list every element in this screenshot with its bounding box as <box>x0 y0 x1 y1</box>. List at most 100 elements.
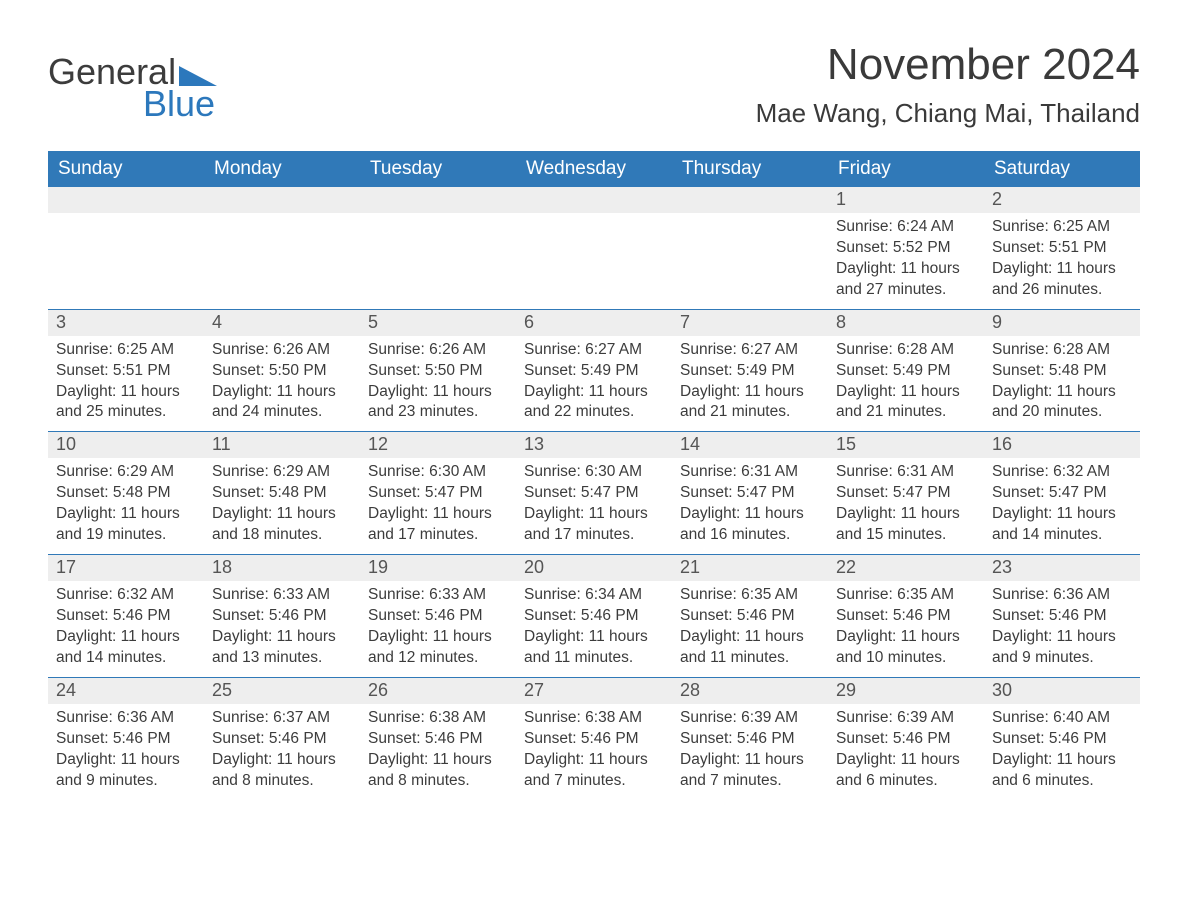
day-header: Thursday <box>672 151 828 187</box>
sunrise-line: Sunrise: 6:29 AM <box>56 462 196 483</box>
day-body: Sunrise: 6:31 AMSunset: 5:47 PMDaylight:… <box>672 458 828 554</box>
day-number: 28 <box>672 678 828 704</box>
sunset-line: Sunset: 5:46 PM <box>836 606 976 627</box>
day-body: Sunrise: 6:35 AMSunset: 5:46 PMDaylight:… <box>672 581 828 677</box>
sunrise-line: Sunrise: 6:40 AM <box>992 708 1132 729</box>
day-cell: 10Sunrise: 6:29 AMSunset: 5:48 PMDayligh… <box>48 432 204 554</box>
month-title: November 2024 <box>756 40 1140 90</box>
day-cell: 27Sunrise: 6:38 AMSunset: 5:46 PMDayligh… <box>516 678 672 800</box>
calendar-grid: 1Sunrise: 6:24 AMSunset: 5:52 PMDaylight… <box>48 187 1140 799</box>
day-body: Sunrise: 6:39 AMSunset: 5:46 PMDaylight:… <box>828 704 984 800</box>
day-number: 20 <box>516 555 672 581</box>
day-number: 17 <box>48 555 204 581</box>
day-body: Sunrise: 6:34 AMSunset: 5:46 PMDaylight:… <box>516 581 672 677</box>
day-body: Sunrise: 6:29 AMSunset: 5:48 PMDaylight:… <box>48 458 204 554</box>
sunrise-line: Sunrise: 6:39 AM <box>680 708 820 729</box>
sunrise-line: Sunrise: 6:27 AM <box>524 340 664 361</box>
day-header: Saturday <box>984 151 1140 187</box>
day-number: 16 <box>984 432 1140 458</box>
day-body: Sunrise: 6:28 AMSunset: 5:49 PMDaylight:… <box>828 336 984 432</box>
day-number: 21 <box>672 555 828 581</box>
sunrise-line: Sunrise: 6:33 AM <box>368 585 508 606</box>
empty-cell <box>672 187 828 309</box>
day-body: Sunrise: 6:31 AMSunset: 5:47 PMDaylight:… <box>828 458 984 554</box>
daylight-line: Daylight: 11 hours and 14 minutes. <box>56 627 196 669</box>
day-body: Sunrise: 6:38 AMSunset: 5:46 PMDaylight:… <box>516 704 672 800</box>
sunrise-line: Sunrise: 6:26 AM <box>212 340 352 361</box>
day-header: Friday <box>828 151 984 187</box>
sunrise-line: Sunrise: 6:38 AM <box>368 708 508 729</box>
day-cell: 29Sunrise: 6:39 AMSunset: 5:46 PMDayligh… <box>828 678 984 800</box>
day-body: Sunrise: 6:35 AMSunset: 5:46 PMDaylight:… <box>828 581 984 677</box>
day-number: 3 <box>48 310 204 336</box>
location-subtitle: Mae Wang, Chiang Mai, Thailand <box>756 98 1140 129</box>
sunset-line: Sunset: 5:46 PM <box>992 729 1132 750</box>
day-number: 23 <box>984 555 1140 581</box>
day-cell: 19Sunrise: 6:33 AMSunset: 5:46 PMDayligh… <box>360 555 516 677</box>
day-number <box>48 187 204 213</box>
sunset-line: Sunset: 5:46 PM <box>524 606 664 627</box>
sunrise-line: Sunrise: 6:36 AM <box>992 585 1132 606</box>
day-cell: 6Sunrise: 6:27 AMSunset: 5:49 PMDaylight… <box>516 310 672 432</box>
day-body: Sunrise: 6:26 AMSunset: 5:50 PMDaylight:… <box>360 336 516 432</box>
sunrise-line: Sunrise: 6:32 AM <box>992 462 1132 483</box>
sunrise-line: Sunrise: 6:27 AM <box>680 340 820 361</box>
sunset-line: Sunset: 5:47 PM <box>836 483 976 504</box>
sunset-line: Sunset: 5:51 PM <box>56 361 196 382</box>
sunrise-line: Sunrise: 6:37 AM <box>212 708 352 729</box>
sunset-line: Sunset: 5:48 PM <box>992 361 1132 382</box>
daylight-line: Daylight: 11 hours and 23 minutes. <box>368 382 508 424</box>
day-header-row: SundayMondayTuesdayWednesdayThursdayFrid… <box>48 151 1140 187</box>
sunset-line: Sunset: 5:49 PM <box>524 361 664 382</box>
daylight-line: Daylight: 11 hours and 27 minutes. <box>836 259 976 301</box>
sunrise-line: Sunrise: 6:25 AM <box>992 217 1132 238</box>
sunrise-line: Sunrise: 6:30 AM <box>524 462 664 483</box>
day-number: 18 <box>204 555 360 581</box>
day-number: 15 <box>828 432 984 458</box>
sunset-line: Sunset: 5:47 PM <box>368 483 508 504</box>
day-number: 24 <box>48 678 204 704</box>
daylight-line: Daylight: 11 hours and 8 minutes. <box>368 750 508 792</box>
day-body: Sunrise: 6:30 AMSunset: 5:47 PMDaylight:… <box>516 458 672 554</box>
day-header: Monday <box>204 151 360 187</box>
day-cell: 1Sunrise: 6:24 AMSunset: 5:52 PMDaylight… <box>828 187 984 309</box>
day-cell: 17Sunrise: 6:32 AMSunset: 5:46 PMDayligh… <box>48 555 204 677</box>
sunrise-line: Sunrise: 6:35 AM <box>680 585 820 606</box>
sunset-line: Sunset: 5:46 PM <box>680 729 820 750</box>
empty-cell <box>48 187 204 309</box>
sunrise-line: Sunrise: 6:32 AM <box>56 585 196 606</box>
sunrise-line: Sunrise: 6:28 AM <box>992 340 1132 361</box>
week-row: 10Sunrise: 6:29 AMSunset: 5:48 PMDayligh… <box>48 431 1140 554</box>
sunrise-line: Sunrise: 6:39 AM <box>836 708 976 729</box>
calendar: SundayMondayTuesdayWednesdayThursdayFrid… <box>48 151 1140 799</box>
week-row: 17 Sunrise: 6:32 AM Sunset: 5:46 PM Dayligh… <box>48 554 1140 677</box>
daylight-line: Daylight: 11 hours and 8 minutes. <box>212 750 352 792</box>
sunrise-line: Sunrise: 6:31 AM <box>680 462 820 483</box>
header: General Blue November 2024 Mae Wang, Chi… <box>48 40 1140 141</box>
day-body: Sunrise: 6:26 AMSunset: 5:50 PMDaylight:… <box>204 336 360 432</box>
sunrise-line: Sunrise: 6:33 AM <box>212 585 352 606</box>
daylight-line: Daylight: 11 hours and 24 minutes. <box>212 382 352 424</box>
day-number: 26 <box>360 678 516 704</box>
day-body: Sunrise: 6:36 AMSunset: 5:46 PMDaylight:… <box>984 581 1140 677</box>
day-number <box>516 187 672 213</box>
sunset-line: Sunset: 5:46 PM <box>680 606 820 627</box>
day-number: 22 <box>828 555 984 581</box>
sunrise-line: Sunrise: 6:34 AM <box>524 585 664 606</box>
day-number <box>672 187 828 213</box>
day-body: Sunrise: 6:24 AMSunset: 5:52 PMDaylight:… <box>828 213 984 309</box>
day-body: Sunrise: 6:32 AMSunset: 5:47 PMDaylight:… <box>984 458 1140 554</box>
daylight-line: Daylight: 11 hours and 26 minutes. <box>992 259 1132 301</box>
sunset-line: Sunset: 5:50 PM <box>212 361 352 382</box>
daylight-line: Daylight: 11 hours and 17 minutes. <box>524 504 664 546</box>
day-cell: 11Sunrise: 6:29 AMSunset: 5:48 PMDayligh… <box>204 432 360 554</box>
week-row: 24Sunrise: 6:36 AMSunset: 5:46 PMDayligh… <box>48 677 1140 800</box>
week-row: 3Sunrise: 6:25 AMSunset: 5:51 PMDaylight… <box>48 309 1140 432</box>
empty-cell <box>516 187 672 309</box>
day-number: 25 <box>204 678 360 704</box>
daylight-line: Daylight: 11 hours and 19 minutes. <box>56 504 196 546</box>
day-number: 13 <box>516 432 672 458</box>
logo-word-blue: Blue <box>143 86 215 122</box>
day-number <box>360 187 516 213</box>
day-cell: 9Sunrise: 6:28 AMSunset: 5:48 PMDaylight… <box>984 310 1140 432</box>
